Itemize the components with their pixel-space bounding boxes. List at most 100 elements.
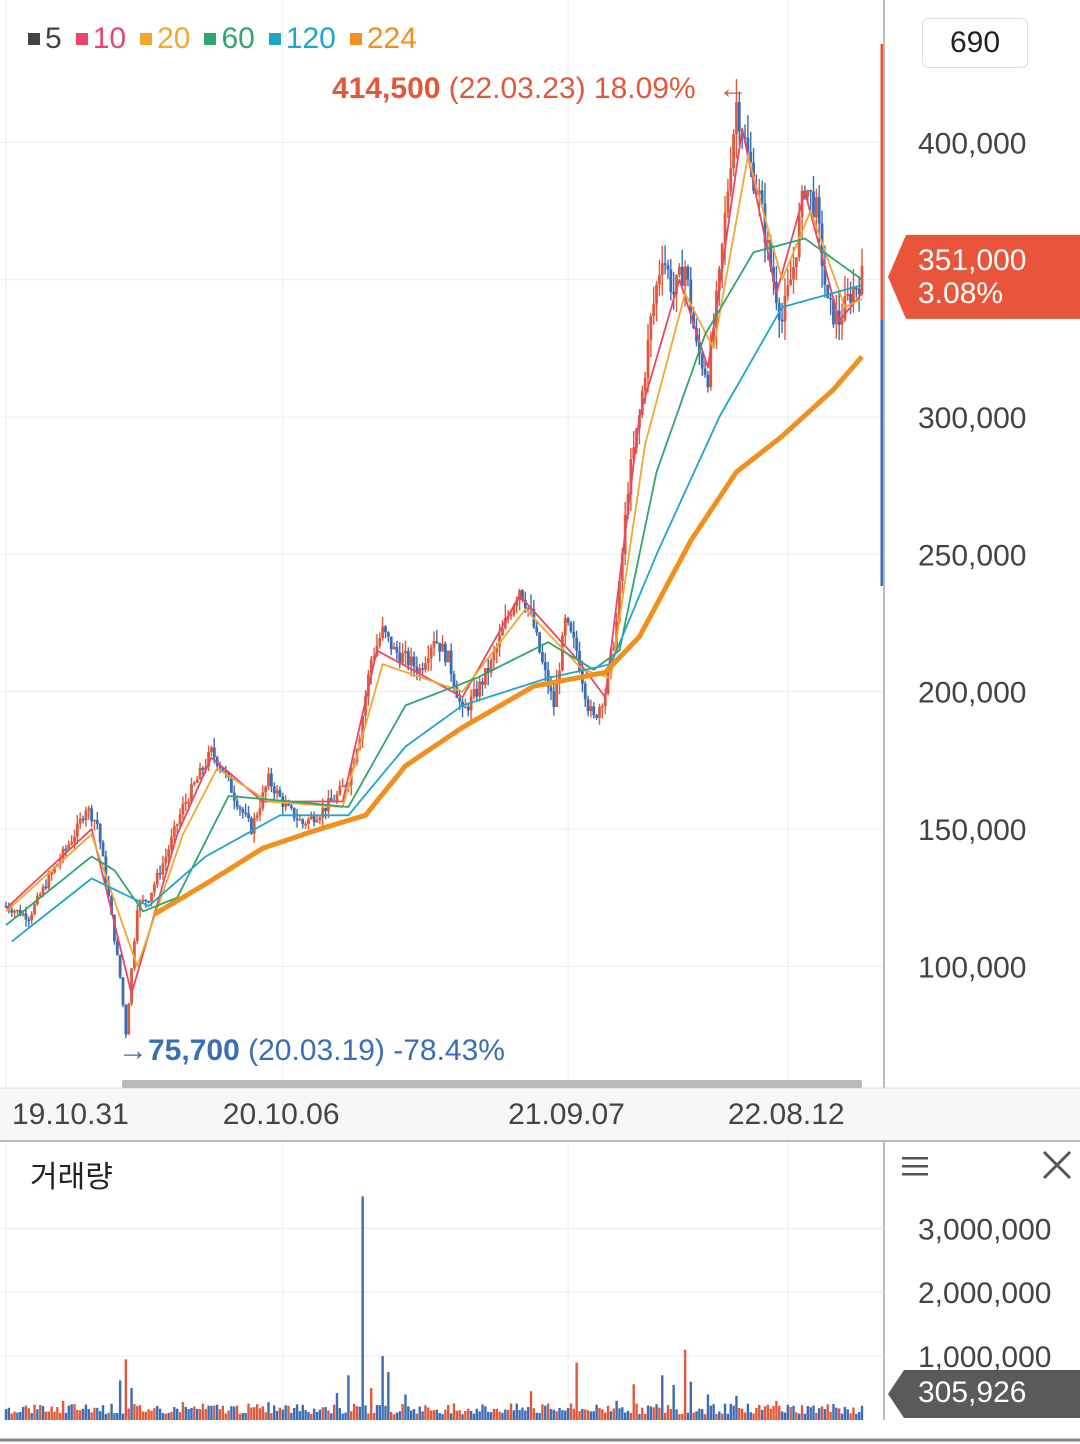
x-tick-label: 19.10.31 xyxy=(12,1098,129,1131)
volume-bar xyxy=(783,1412,787,1420)
volume-bar xyxy=(452,1403,456,1420)
volume-bar xyxy=(50,1406,53,1420)
candle-body xyxy=(435,641,439,643)
volume-bar xyxy=(689,1381,692,1420)
candle-body xyxy=(341,785,345,787)
volume-bar xyxy=(33,1404,36,1420)
volume-bar xyxy=(187,1409,190,1420)
candle-body xyxy=(629,459,633,495)
volume-bar xyxy=(464,1410,467,1420)
legend-item-60[interactable]: 60 xyxy=(204,22,255,56)
candle-body xyxy=(241,808,245,813)
legend-item-5[interactable]: 5 xyxy=(28,22,62,56)
volume-bar xyxy=(701,1409,704,1420)
candle-body xyxy=(181,803,185,815)
candle-body xyxy=(364,696,367,716)
legend-item-120[interactable]: 120 xyxy=(268,22,336,56)
volume-bar xyxy=(852,1407,855,1420)
volume-bar xyxy=(683,1349,687,1420)
candle-body xyxy=(38,894,42,896)
legend-item-10[interactable]: 10 xyxy=(75,22,126,56)
volume-bar xyxy=(478,1411,481,1420)
legend-item-224[interactable]: 224 xyxy=(349,22,417,56)
volume-bar xyxy=(726,1413,730,1420)
candle-body xyxy=(292,807,296,819)
candle-body xyxy=(424,663,427,670)
candle-body xyxy=(249,818,253,834)
legend-item-20[interactable]: 20 xyxy=(140,22,190,56)
candle-body xyxy=(304,823,307,826)
candle-body xyxy=(794,257,798,268)
candle-body xyxy=(284,803,288,807)
volume-bar xyxy=(424,1405,427,1420)
close-icon[interactable] xyxy=(1040,1148,1074,1182)
candle-body xyxy=(372,655,376,660)
candle-body xyxy=(267,773,270,787)
candle-body xyxy=(812,191,815,218)
volume-bar xyxy=(201,1403,205,1420)
volume-bar xyxy=(93,1407,96,1420)
candle-body xyxy=(67,844,71,849)
candle-body xyxy=(757,190,761,195)
candle-body xyxy=(857,288,861,295)
volume-bar xyxy=(718,1411,721,1420)
candle-body xyxy=(212,747,216,758)
volume-bar xyxy=(332,1404,336,1420)
candle-body xyxy=(412,656,416,667)
candle-body xyxy=(133,941,136,969)
volume-y-tick-label: 3,000,000 xyxy=(918,1213,1051,1246)
volume-bar xyxy=(484,1406,487,1420)
candle-body xyxy=(572,631,576,638)
candle-body xyxy=(13,910,16,913)
volume-bar xyxy=(27,1408,31,1420)
volume-bar xyxy=(829,1411,832,1420)
candle-body xyxy=(620,554,624,581)
candle-body xyxy=(458,697,462,702)
candle-body xyxy=(409,656,413,666)
candle-body xyxy=(549,687,553,692)
candle-body xyxy=(523,600,527,609)
min-date: (20.03.19) xyxy=(248,1034,385,1067)
range-value-box[interactable]: 690 xyxy=(922,18,1028,68)
volume-bar xyxy=(857,1412,861,1420)
candle-body xyxy=(389,636,393,650)
volume-bar xyxy=(638,1413,641,1420)
volume-bar xyxy=(253,1407,256,1420)
volume-bar xyxy=(210,1405,213,1420)
volume-bar xyxy=(444,1409,447,1420)
volume-bar xyxy=(826,1404,829,1420)
volume-bar xyxy=(96,1407,99,1420)
candle-body xyxy=(378,638,382,646)
legend-label: 5 xyxy=(45,22,62,55)
volume-bar xyxy=(136,1405,139,1420)
current-volume-tag xyxy=(888,1370,1080,1418)
candle-body xyxy=(555,681,559,707)
volume-bar xyxy=(612,1408,615,1420)
volume-bar xyxy=(818,1408,821,1420)
volume-bar xyxy=(84,1404,88,1420)
max-price: 414,500 xyxy=(332,72,441,105)
volume-panel-title: 거래량 xyxy=(30,1161,113,1194)
volume-bar xyxy=(301,1404,304,1420)
volume-bar xyxy=(358,1406,362,1420)
volume-bar xyxy=(372,1413,376,1420)
volume-bar xyxy=(190,1407,193,1420)
candle-body xyxy=(429,647,433,659)
volume-bar xyxy=(518,1410,521,1420)
candle-body xyxy=(486,668,490,673)
volume-bar xyxy=(564,1410,567,1420)
candle-body xyxy=(583,683,587,700)
menu-icon[interactable] xyxy=(900,1150,932,1182)
volume-bar xyxy=(572,1408,576,1420)
candle-body xyxy=(646,339,650,378)
volume-bar xyxy=(621,1407,624,1420)
candle-body xyxy=(786,285,790,296)
right-arrow-icon: → xyxy=(118,1034,148,1067)
legend-swatch-icon xyxy=(28,33,40,45)
volume-bar xyxy=(672,1384,675,1420)
candle-body xyxy=(95,820,99,825)
volume-bar xyxy=(592,1411,595,1420)
candle-body xyxy=(632,447,636,460)
candle-body xyxy=(706,374,710,388)
